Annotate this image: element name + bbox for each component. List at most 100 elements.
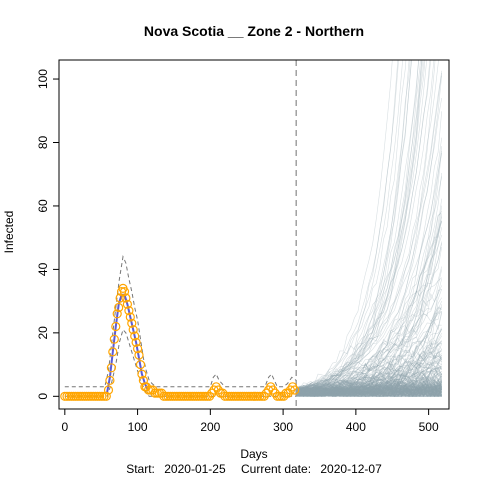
projection-path bbox=[296, 227, 442, 397]
observed-point bbox=[119, 287, 130, 297]
projection-path bbox=[296, 212, 442, 389]
projection-path bbox=[296, 373, 442, 394]
projection-path bbox=[296, 388, 442, 396]
projection-path bbox=[296, 246, 442, 392]
projection-path bbox=[296, 70, 442, 389]
projection-path bbox=[296, 381, 442, 397]
projection-path bbox=[296, 381, 442, 398]
projection-path bbox=[296, 391, 442, 397]
observed-point bbox=[130, 331, 140, 341]
projection-path bbox=[296, 60, 436, 397]
projection-path bbox=[296, 388, 442, 397]
projection-path bbox=[296, 60, 393, 389]
y-tick-label: 20 bbox=[36, 326, 50, 340]
projection-path bbox=[295, 367, 442, 396]
plot-area bbox=[60, 60, 442, 409]
projection-path bbox=[296, 385, 442, 397]
observed-point bbox=[105, 375, 115, 385]
projection-path bbox=[296, 289, 442, 392]
projection-path bbox=[296, 355, 442, 394]
projection-path bbox=[296, 372, 442, 395]
projection-path bbox=[296, 373, 442, 391]
projection-path bbox=[296, 311, 442, 392]
projection-path bbox=[296, 380, 442, 396]
projection-path bbox=[296, 385, 442, 397]
projection-path bbox=[296, 384, 442, 398]
projection-path bbox=[296, 384, 442, 393]
observed-point bbox=[114, 302, 124, 313]
projection-path bbox=[296, 384, 442, 395]
projection-path bbox=[296, 297, 442, 396]
upper_band-line bbox=[64, 254, 297, 388]
projection-path bbox=[296, 386, 442, 397]
projection-path bbox=[296, 367, 442, 390]
projection-path bbox=[295, 385, 442, 398]
projection-path bbox=[296, 216, 442, 394]
projection-path bbox=[296, 266, 442, 392]
observed-point bbox=[103, 385, 114, 395]
projection-path bbox=[296, 376, 442, 397]
projection-path bbox=[296, 349, 442, 394]
projection-path bbox=[296, 306, 442, 394]
projection-path bbox=[296, 60, 412, 393]
projection-path bbox=[296, 390, 442, 397]
projection-path bbox=[296, 311, 442, 397]
x-tick-label: 200 bbox=[200, 420, 220, 434]
projection-path bbox=[296, 389, 442, 396]
projection-path bbox=[296, 354, 442, 396]
projection-path bbox=[295, 377, 442, 395]
projection-path bbox=[296, 307, 442, 392]
projection-path bbox=[296, 389, 442, 395]
observed-point bbox=[106, 363, 117, 373]
projection-path bbox=[296, 60, 431, 389]
projection-path bbox=[296, 367, 442, 397]
observed-point bbox=[125, 312, 135, 322]
projection-path bbox=[296, 387, 442, 397]
current-date-label: Current date: bbox=[241, 462, 311, 476]
projection-path bbox=[296, 387, 442, 397]
projection-path bbox=[296, 384, 442, 394]
observed-point bbox=[134, 350, 144, 360]
projection-path bbox=[296, 389, 442, 397]
projection-path bbox=[296, 386, 442, 397]
projection-path bbox=[296, 198, 442, 397]
projection-path bbox=[296, 351, 442, 396]
current-date: 2020-12-07 bbox=[320, 462, 382, 476]
projection-path bbox=[296, 355, 442, 395]
projection-path bbox=[295, 386, 442, 397]
projection-path bbox=[296, 389, 442, 397]
projection-path bbox=[296, 176, 442, 391]
projection-path bbox=[296, 387, 442, 395]
projection-path bbox=[296, 60, 412, 395]
projection-path bbox=[296, 306, 442, 394]
projection-path bbox=[296, 288, 442, 397]
projection-path bbox=[296, 380, 442, 398]
projection-path bbox=[296, 382, 442, 397]
projection-path bbox=[296, 387, 442, 397]
projection-path bbox=[296, 384, 442, 398]
projection-path bbox=[296, 390, 442, 397]
projection-path bbox=[296, 385, 442, 398]
projection-path bbox=[296, 385, 442, 396]
projection-path bbox=[296, 386, 442, 397]
projection-path bbox=[296, 389, 442, 397]
projection-path bbox=[296, 391, 442, 397]
projection-path bbox=[296, 285, 442, 390]
projection-path bbox=[296, 332, 442, 393]
projection-path bbox=[296, 390, 442, 397]
projection-path bbox=[296, 344, 442, 391]
projection-path bbox=[296, 328, 442, 397]
projection-path bbox=[296, 351, 442, 391]
projection-path bbox=[296, 97, 442, 390]
projection-path bbox=[296, 375, 442, 398]
projection-path bbox=[296, 387, 442, 396]
projection-path bbox=[296, 382, 442, 398]
projection-path bbox=[296, 380, 442, 392]
projection-path bbox=[296, 241, 442, 395]
projection-path bbox=[296, 376, 442, 396]
projection-path bbox=[296, 172, 442, 397]
projection-path bbox=[296, 383, 442, 394]
projection-path bbox=[296, 379, 442, 397]
projection-path bbox=[296, 371, 442, 392]
projection-path bbox=[296, 386, 442, 397]
